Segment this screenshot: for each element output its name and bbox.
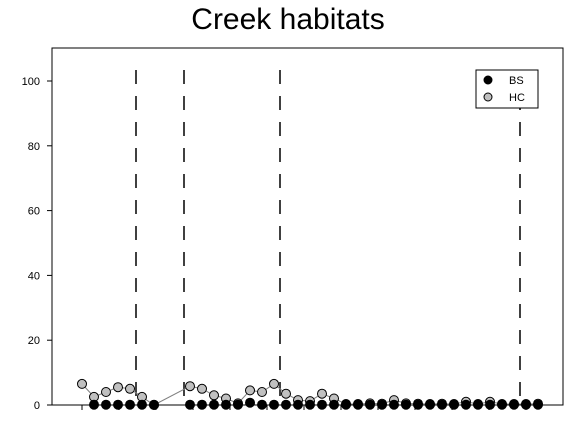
point-bs (401, 399, 411, 410)
point-bs (233, 399, 243, 410)
point-hc (317, 388, 327, 399)
point-bs (149, 399, 159, 410)
point-bs (113, 399, 123, 410)
legend-box (475, 69, 539, 109)
point-hc (77, 378, 87, 389)
point-bs (497, 399, 507, 410)
point-bs (281, 399, 291, 410)
legend: BS HC (475, 69, 539, 109)
point-bs (449, 399, 459, 410)
point-bs (293, 399, 303, 410)
point-bs (221, 399, 231, 410)
point-bs (437, 399, 447, 410)
point-bs (89, 399, 99, 410)
point-bs (473, 399, 483, 410)
point-bs (377, 399, 387, 410)
point-bs (425, 399, 435, 410)
point-bs (137, 399, 147, 410)
point-hc (245, 385, 255, 396)
y-tick-label: 60 (28, 206, 40, 218)
y-tick-label: 40 (28, 270, 40, 282)
y-tick-label: 0 (34, 400, 40, 412)
legend-marker-bs (483, 75, 493, 85)
point-bs (185, 399, 195, 410)
point-hc (209, 390, 219, 401)
point-bs (257, 399, 267, 410)
legend-marker-hc (483, 92, 493, 102)
y-tick-label: 20 (28, 335, 40, 347)
y-tick-label: 100 (22, 76, 40, 88)
point-bs (521, 399, 531, 410)
point-bs (341, 399, 351, 410)
point-bs (245, 397, 255, 408)
point-bs (485, 399, 495, 410)
point-hc (269, 378, 279, 389)
point-bs (389, 399, 399, 410)
point-bs (329, 399, 339, 410)
point-hc (101, 387, 111, 397)
series-points (77, 378, 543, 410)
point-bs (125, 399, 135, 410)
divider-lines (135, 70, 521, 405)
chart-title: Creek habitats (191, 3, 384, 36)
legend-label-hc: HC (509, 92, 525, 104)
point-bs (269, 399, 279, 410)
point-bs (209, 399, 219, 410)
y-tick-label: 80 (28, 141, 40, 153)
point-bs (509, 399, 519, 410)
point-bs (353, 399, 363, 410)
point-bs (305, 399, 315, 410)
point-hc (113, 382, 123, 393)
x-axis-ticks (81, 405, 527, 410)
point-hc (185, 381, 195, 392)
legend-label-bs: BS (509, 75, 524, 87)
point-bs (461, 399, 471, 410)
point-hc (125, 383, 135, 394)
point-hc (281, 388, 291, 399)
point-bs (197, 399, 207, 410)
point-bs (365, 399, 375, 410)
point-bs (413, 399, 423, 410)
point-hc (257, 387, 267, 397)
point-bs (317, 399, 327, 410)
point-bs (533, 399, 543, 410)
y-axis-ticks: 0 20 40 60 80 100 (22, 76, 52, 412)
point-hc (197, 383, 207, 394)
point-bs (101, 399, 111, 410)
